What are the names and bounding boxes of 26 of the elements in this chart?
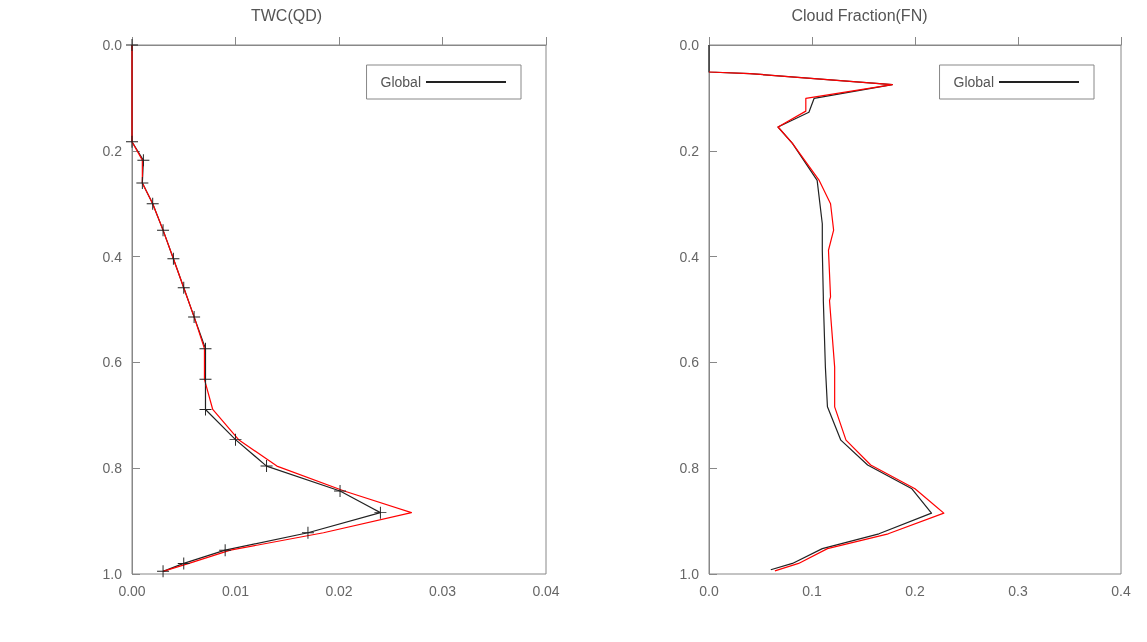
chart-title: Cloud Fraction(FN) [791,6,928,24]
chart-title: TWC(QD) [250,6,323,24]
y-tick-label: 0.0 [679,37,700,53]
y-tick-label: 0.6 [102,354,123,371]
x-tick-label: 0.0 [699,583,719,599]
x-tick-label: 0.03 [428,583,457,599]
x-tick-label: 0.02 [325,583,353,599]
y-tick-label: 0.4 [679,248,700,265]
text: Global [953,74,994,90]
y-tick-label: 1.0 [102,566,123,582]
x-tick-label: 0.3 [1008,583,1028,599]
x-tick-label: 0.1 [802,583,822,599]
y-tick-label: 1.0 [679,566,700,582]
y-tick-label: 0.6 [679,354,700,371]
y-tick-label: 0.8 [102,460,123,477]
x-tick-label: 0.4 [1111,583,1131,599]
x-tick-label: 0.01 [221,583,250,599]
y-tick-label: 0.0 [102,37,123,53]
y-tick-label: 0.2 [102,142,123,159]
x-tick-label: 0.04 [532,583,560,599]
y-tick-label: 0.2 [679,142,700,159]
y-tick-label: 0.8 [679,460,700,477]
x-tick-label: 0.2 [905,583,925,599]
x-tick-label: 0.00 [118,583,146,599]
text: Global [380,74,421,90]
y-tick-label: 0.4 [102,248,123,265]
